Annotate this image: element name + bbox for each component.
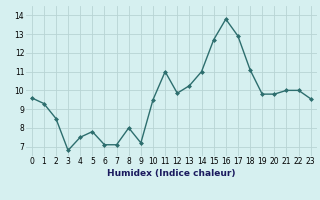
- X-axis label: Humidex (Indice chaleur): Humidex (Indice chaleur): [107, 169, 236, 178]
